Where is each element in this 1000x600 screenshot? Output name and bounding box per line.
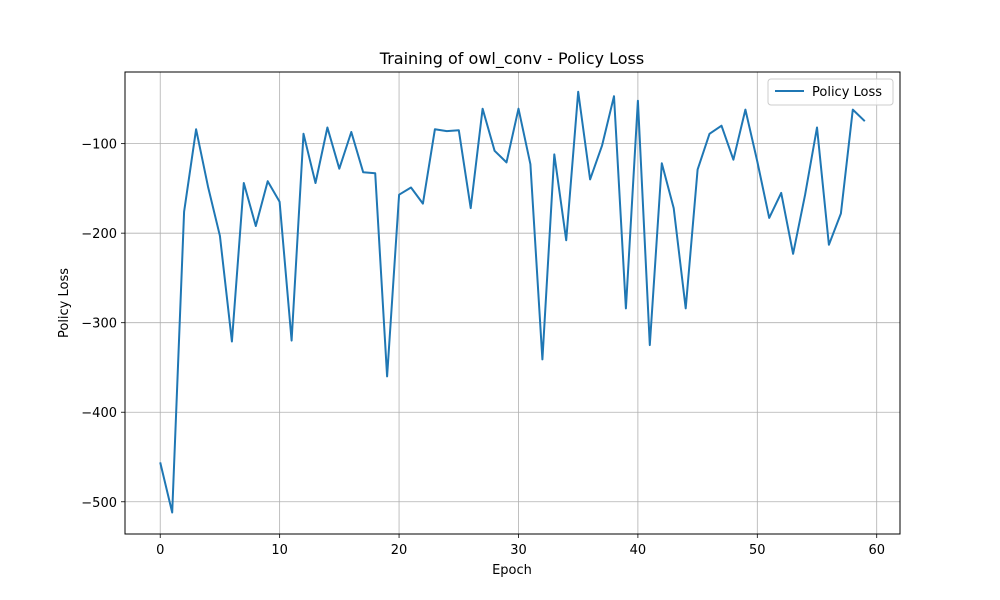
y-axis-label: Policy Loss	[57, 268, 72, 338]
x-axis-label: Epoch	[492, 563, 532, 578]
x-tick-label: 10	[271, 543, 288, 558]
axis-ticks: 0 10 20 30 40 50 60 −500 −400 −300 −200 −100	[81, 138, 885, 558]
x-tick-label: 0	[156, 543, 164, 558]
x-tick-label: 50	[749, 543, 766, 558]
x-tick-label: 20	[391, 543, 408, 558]
legend: Policy Loss	[767, 78, 894, 106]
chart-title: Training of owl_conv - Policy Loss	[379, 49, 644, 69]
x-tick-label: 40	[630, 543, 647, 558]
legend-box	[767, 78, 894, 106]
y-tick-label: −100	[81, 138, 117, 153]
x-tick-label: 60	[868, 543, 885, 558]
plot-area-frame	[124, 71, 901, 535]
x-tick-label: 30	[510, 543, 527, 558]
y-tick-label: −500	[81, 496, 117, 511]
y-tick-label: −300	[81, 317, 117, 332]
series-layer	[159, 90, 866, 514]
series-line-policy-loss	[159, 90, 866, 514]
grid-lines	[125, 72, 900, 534]
y-tick-label: −200	[81, 227, 117, 242]
y-tick-label: −400	[81, 406, 117, 421]
legend-label: Policy Loss	[812, 85, 882, 100]
